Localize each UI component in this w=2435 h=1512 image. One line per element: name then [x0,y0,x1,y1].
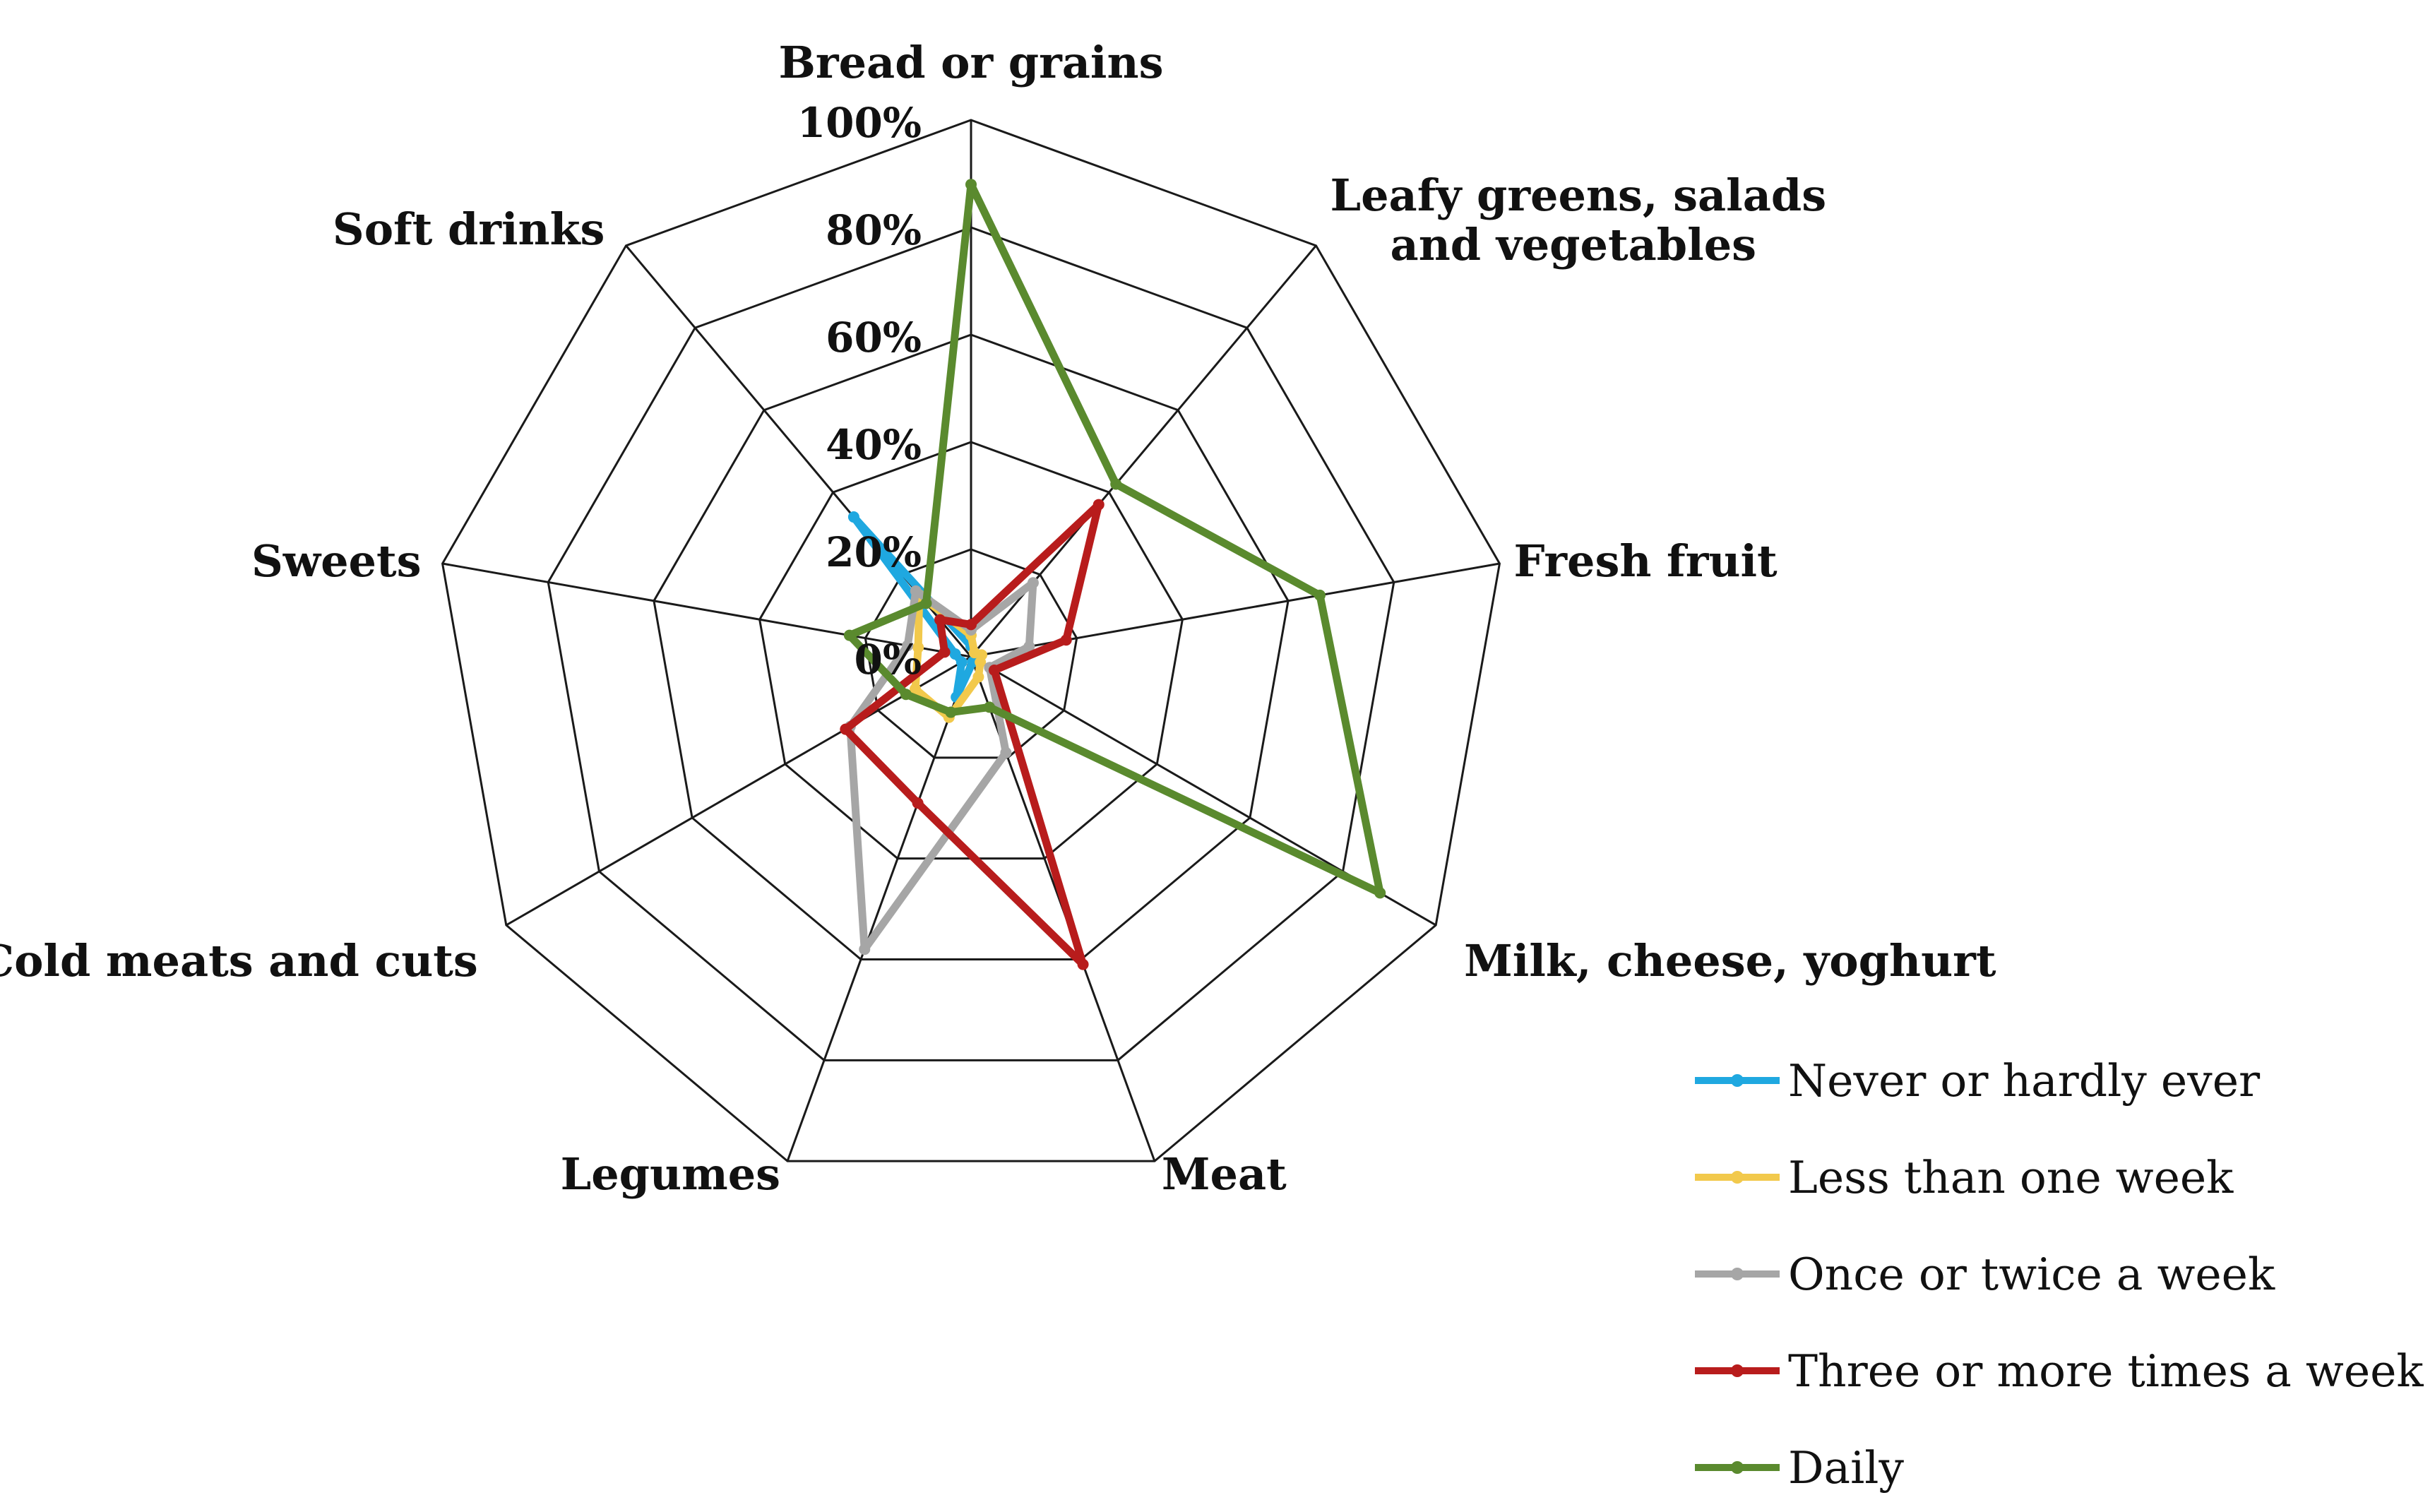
data-point [859,943,871,956]
tick-label: 0% [855,636,922,684]
grid-ring [653,333,1290,960]
radar-grid [441,119,1501,1162]
data-point [1093,499,1105,511]
data-point [847,511,859,523]
legend-label: Once or twice a week [1788,1249,2275,1300]
legend-marker [1731,1171,1744,1184]
legend-label: Three or more times a week [1788,1345,2424,1397]
legend-item: Three or more times a week [1695,1345,2424,1397]
tick-label: 100% [797,99,922,147]
series-line [845,180,1384,897]
category-label: Leafy greens, salads and vegetables [1330,169,1827,270]
data-point [900,689,912,701]
category-label: Meat [1162,1148,1287,1200]
series-lines [840,179,1386,970]
data-point [949,648,961,660]
data-point [972,671,984,683]
category-labels: Bread or grains Leafy greens, salads and v… [0,37,1996,1200]
data-point [988,665,1000,676]
data-point [1060,634,1072,646]
tick-label: 60% [826,314,922,362]
data-point [945,706,957,718]
grid-ring [547,226,1395,1061]
data-point [1023,641,1035,653]
series-line [846,578,1037,953]
legend-marker [1731,1074,1744,1087]
legend-marker [1731,1364,1744,1377]
category-label: Cold meats and cuts [0,935,478,987]
data-point [920,597,932,609]
radial-tick-labels: 0% 20% 40% 60% 80% 100% [797,99,922,684]
axis-spoke [506,655,972,927]
series-line [841,501,1103,969]
legend-item: Less than one week [1695,1152,2234,1203]
series-4 [843,179,1386,899]
data-point [975,656,987,668]
data-point [910,585,922,597]
grid-ring [441,119,1501,1162]
legend-item: Daily [1695,1442,1904,1494]
legend-item: Never or hardly ever [1695,1055,2261,1107]
radar-spokes [442,120,1500,1162]
data-point [955,656,968,668]
legend-label: Never or hardly ever [1788,1055,2261,1107]
tick-label: 40% [826,421,922,469]
data-point [1077,958,1089,970]
series-3 [840,499,1105,970]
tick-label: 20% [826,528,922,576]
data-point [902,640,914,652]
legend-marker [1731,1268,1744,1280]
legend-item: Once or twice a week [1695,1249,2275,1300]
category-label: Fresh fruit [1513,535,1778,587]
category-label: Sweets [251,535,422,587]
legend-label: Less than one week [1788,1152,2234,1203]
axis-spoke [786,656,972,1162]
data-point [910,683,922,695]
series-2 [844,577,1039,956]
data-point [983,701,995,713]
legend-marker [1731,1461,1744,1474]
grid-ring [864,548,1078,759]
data-point [1027,577,1039,589]
data-point [1110,478,1122,490]
category-label: Milk, cheese, yoghurt [1464,935,1996,987]
data-point [1314,589,1326,601]
category-label: Legumes [561,1148,780,1200]
data-point [965,179,977,191]
legend-label: Daily [1788,1442,1904,1494]
axis-spoke [442,562,972,658]
data-point [1000,746,1012,758]
data-point [939,646,951,658]
category-label: Bread or grains [779,37,1164,88]
data-point [843,629,855,641]
data-point [1374,887,1386,899]
data-point [912,797,924,809]
legend: Never or hardly ever Less than one week On… [1695,1055,2424,1494]
data-point [912,641,924,653]
tick-label: 80% [826,206,922,254]
data-point [840,723,852,735]
data-point [965,619,977,631]
category-label: Soft drinks [333,203,605,255]
data-point [934,614,946,626]
